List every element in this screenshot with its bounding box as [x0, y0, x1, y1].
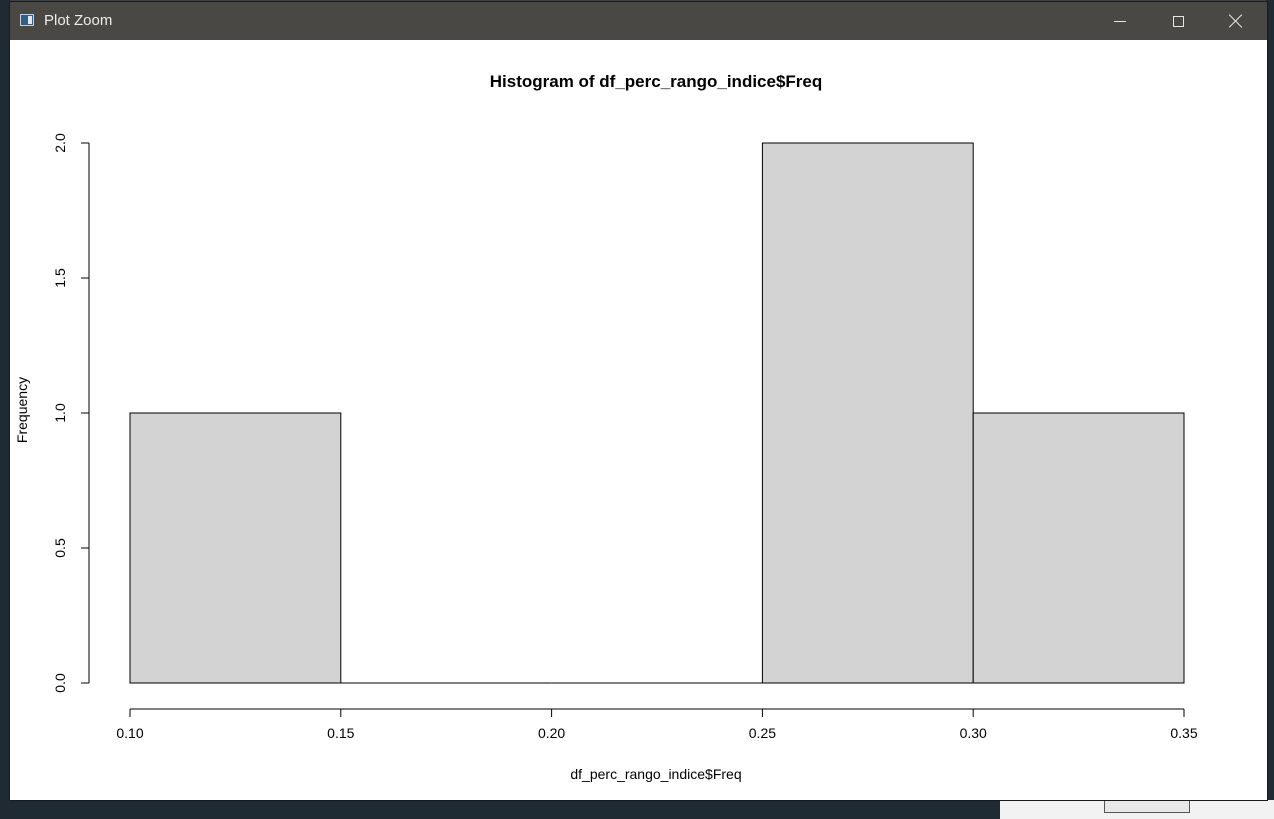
y-tick-label: 1.0 [52, 403, 68, 423]
background-ide-bottom [0, 800, 1274, 819]
x-axis: 0.10 0.15 0.20 0.25 0.30 0.35 [116, 708, 1198, 741]
minimize-icon [1114, 20, 1126, 22]
y-axis-label: Frequency [14, 377, 30, 443]
histogram-bar-1 [129, 412, 342, 684]
close-button[interactable] [1207, 2, 1265, 40]
chart-title: Histogram of df_perc_rango_indice$Freq [490, 72, 823, 91]
y-tick-label: 1.5 [52, 268, 68, 288]
y-tick-label: 2.0 [52, 133, 68, 153]
minimize-button[interactable] [1091, 2, 1149, 40]
close-icon [1229, 14, 1243, 28]
background-ide-left [0, 0, 10, 819]
x-axis-label: df_perc_rango_indice$Freq [570, 766, 741, 782]
y-tick-label: 0.5 [52, 538, 68, 558]
title-bar[interactable]: Plot Zoom [10, 2, 1267, 40]
x-tick-label: 0.30 [960, 725, 987, 741]
y-tick-label: 0.0 [52, 673, 68, 693]
app-window-icon [20, 14, 34, 26]
histogram-bar-5 [972, 412, 1185, 684]
maximize-button[interactable] [1149, 2, 1207, 40]
histogram-bar-4 [761, 142, 974, 684]
x-tick-label: 0.15 [327, 725, 354, 741]
background-mini-plot [1104, 800, 1190, 813]
bars-group [129, 142, 1185, 684]
background-plot-pane [1000, 800, 1274, 819]
plot-zoom-window: Plot Zoom Histogram of df_perc_rango_ind… [10, 2, 1267, 800]
x-tick-label: 0.35 [1170, 725, 1197, 741]
background-ide-right [1266, 0, 1274, 819]
histogram-chart: Histogram of df_perc_rango_indice$Freq 0… [14, 72, 1198, 782]
maximize-icon [1172, 15, 1184, 27]
x-tick-label: 0.25 [749, 725, 776, 741]
window-title: Plot Zoom [44, 12, 113, 29]
x-tick-label: 0.20 [538, 725, 565, 741]
x-tick-label: 0.10 [116, 725, 143, 741]
y-axis: 0.0 0.5 1.0 1.5 2.0 [52, 133, 90, 693]
